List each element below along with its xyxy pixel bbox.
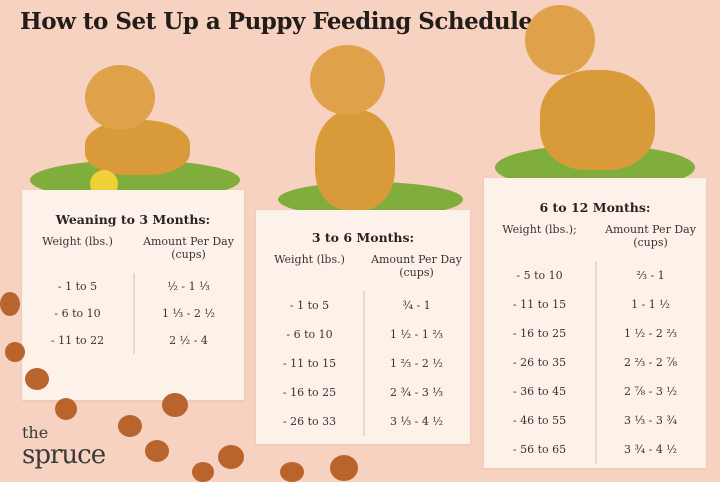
table-row: - 5 to 10 ⅔ - 1 [484,261,706,290]
weight-cell: - 26 to 33 [282,415,337,428]
kibble [145,440,169,462]
amount-cell: 3 ¾ - 4 ½ [623,443,678,456]
table-row: - 6 to 10 1 ½ - 1 ⅔ [256,320,470,349]
logo-line1: the [22,423,49,442]
kibble [162,393,188,417]
table-row: - 26 to 35 2 ⅔ - 2 ⅞ [484,348,706,377]
table-row: - 11 to 15 1 ⅔ - 2 ½ [256,349,470,378]
amount-cell: 1 ⅔ - 2 ½ [389,357,444,370]
table-row: - 11 to 15 1 - 1 ½ [484,290,706,319]
amount-header: Amount Per Day (cups) [371,253,462,279]
kibble [0,292,20,316]
amount-cell: 1 - 1 ½ [631,298,670,311]
weight-cell: - 11 to 22 [50,334,105,347]
table-row: - 6 to 10 1 ⅓ - 2 ½ [22,300,244,327]
amount-cell: ½ - 1 ⅓ [167,280,210,293]
weight-header: Weight (lbs.) [274,253,345,266]
kibble [280,462,304,482]
kibble [118,415,142,437]
weight-cell: - 6 to 10 [286,328,333,341]
table-row: - 11 to 22 2 ½ - 4 [22,327,244,354]
weight-header: Weight (lbs.) [42,235,113,248]
weight-cell: - 16 to 25 [512,327,567,340]
weight-header: Weight (lbs.); [502,223,577,236]
table-row: - 16 to 25 2 ¾ - 3 ⅓ [256,378,470,407]
card-heading: 6 to 12 Months: [539,200,651,215]
weight-cell: - 36 to 45 [512,385,567,398]
amount-cell: 1 ½ - 1 ⅔ [389,328,444,341]
amount-cell: 1 ½ - 2 ⅔ [623,327,678,340]
table-row: - 46 to 55 3 ⅓ - 3 ¾ [484,406,706,435]
kibble [192,462,214,482]
amount-cell: 3 ⅓ - 3 ¾ [623,414,678,427]
kibble [218,445,244,469]
puppy-illustration [315,110,395,210]
dog-head [525,5,595,75]
table-row: - 1 to 5 ½ - 1 ⅓ [22,273,244,300]
amount-header: Amount Per Day (cups) [143,235,234,261]
weight-cell: - 46 to 55 [512,414,567,427]
kibble [55,398,77,420]
puppy-head [85,65,155,130]
logo-line2: spruce [22,440,106,470]
card-3-to-6: 3 to 6 Months: Weight (lbs.) Amount Per D… [256,210,470,444]
weight-cell: - 5 to 10 [516,269,563,282]
table-row: - 16 to 25 1 ½ - 2 ⅔ [484,319,706,348]
table-row: - 26 to 33 3 ⅓ - 4 ½ [256,407,470,436]
weight-cell: - 1 to 5 [57,280,98,293]
puppy-illustration [85,120,190,175]
table-row: - 1 to 5 ¾ - 1 [256,291,470,320]
table-row: - 56 to 65 3 ¾ - 4 ½ [484,435,706,464]
card-weaning: Weaning to 3 Months: Weight (lbs.) Amount… [22,190,244,400]
weight-cell: - 56 to 65 [512,443,567,456]
weight-cell: - 6 to 10 [54,307,101,320]
amount-header: Amount Per Day (cups) [605,223,696,249]
page-title: How to Set Up a Puppy Feeding Schedule [20,8,533,35]
kibble [5,342,25,362]
amount-cell: 2 ¾ - 3 ⅓ [389,386,444,399]
dog-illustration [540,70,655,170]
weight-cell: - 1 to 5 [289,299,330,312]
weight-cell: - 11 to 15 [512,298,567,311]
puppy-head [310,45,385,115]
card-6-to-12: 6 to 12 Months: Weight (lbs.); Amount Per… [484,178,706,468]
amount-cell: 2 ⅔ - 2 ⅞ [623,356,678,369]
kibble [25,368,49,390]
card-heading: Weaning to 3 Months: [55,212,211,227]
weight-cell: - 26 to 35 [512,356,567,369]
amount-cell: ¾ - 1 [402,299,431,312]
amount-cell: 1 ⅓ - 2 ½ [161,307,216,320]
amount-cell: ⅔ - 1 [636,269,665,282]
amount-cell: 3 ⅓ - 4 ½ [389,415,444,428]
table-row: - 36 to 45 2 ⅞ - 3 ½ [484,377,706,406]
kibble [330,455,358,481]
spruce-logo: the spruce [22,422,106,470]
weight-cell: - 11 to 15 [282,357,337,370]
amount-cell: 2 ⅞ - 3 ½ [623,385,678,398]
card-heading: 3 to 6 Months: [311,230,415,245]
weight-cell: - 16 to 25 [282,386,337,399]
amount-cell: 2 ½ - 4 [169,334,208,347]
